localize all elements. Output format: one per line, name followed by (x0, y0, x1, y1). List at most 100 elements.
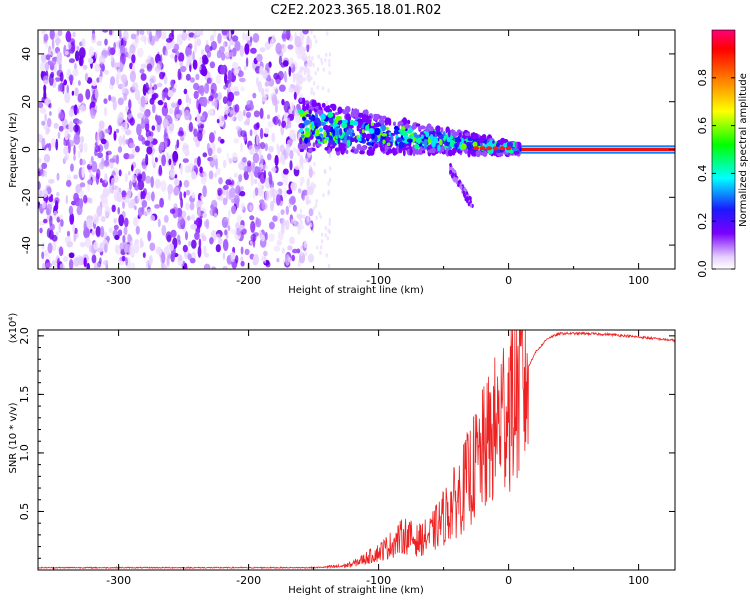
noise-speckle (179, 65, 187, 73)
noise-speckle (200, 65, 207, 71)
noise-speckle (224, 73, 228, 85)
noise-speckle (188, 97, 192, 105)
noise-speckle (301, 165, 304, 170)
noise-speckle (173, 43, 180, 51)
noise-speckle (257, 81, 262, 93)
noise-speckle (220, 65, 226, 75)
noise-speckle (49, 48, 56, 56)
signal-speckle (311, 121, 315, 129)
noise-speckle (177, 98, 182, 106)
noise-speckle (56, 51, 63, 63)
noise-speckle (261, 202, 268, 211)
noise-speckle (136, 123, 142, 136)
noise-speckle (168, 117, 173, 124)
signal-speckle (357, 137, 362, 142)
signal-speckle (299, 148, 304, 153)
tail-speckle (458, 179, 462, 184)
noise-speckle (209, 46, 213, 51)
noise-speckle (255, 122, 259, 129)
noise-speckle (85, 88, 91, 100)
noise-speckle (94, 105, 98, 110)
noise-speckle (312, 91, 316, 96)
noise-speckle (217, 195, 224, 201)
noise-speckle (202, 152, 208, 158)
signal-speckle (350, 149, 355, 153)
noise-speckle (96, 40, 103, 46)
noise-speckle (328, 178, 332, 183)
noise-speckle (191, 239, 197, 249)
noise-speckle (149, 215, 156, 222)
noise-speckle (152, 103, 156, 114)
noise-speckle (203, 263, 211, 269)
noise-speckle (268, 173, 273, 186)
noise-speckle (306, 200, 310, 205)
signal-speckle (308, 116, 315, 120)
tail-speckle (469, 196, 472, 201)
noise-speckle (174, 54, 178, 63)
noise-speckle (79, 241, 86, 248)
signal-speckle (312, 142, 316, 148)
signal-speckle (351, 132, 355, 136)
snr-x-tick-label: -300 (106, 574, 131, 587)
noise-speckle (328, 218, 331, 223)
signal-speckle (382, 139, 386, 144)
signal-speckle (452, 149, 456, 156)
noise-speckle (140, 95, 146, 108)
noise-speckle (328, 58, 331, 64)
noise-speckle (119, 32, 122, 40)
noise-speckle (94, 63, 101, 72)
noise-speckle (146, 146, 153, 155)
figure-title: C2E2.2023.365.18.01.R02 (270, 3, 441, 18)
noise-speckle (309, 256, 312, 261)
noise-speckle (303, 70, 306, 76)
noise-speckle (155, 63, 161, 75)
signal-speckle (368, 128, 375, 134)
signal-speckle (418, 125, 422, 131)
noise-speckle (280, 62, 286, 68)
spectrogram-heatmap (38, 30, 675, 269)
noise-speckle (102, 188, 110, 198)
tail-speckle (455, 177, 459, 182)
noise-speckle (245, 32, 251, 42)
signal-speckle (386, 142, 391, 147)
noise-speckle (229, 109, 236, 121)
noise-speckle (72, 223, 75, 235)
noise-speckle (312, 170, 316, 175)
noise-speckle (96, 168, 101, 180)
noise-speckle (224, 229, 228, 236)
noise-speckle (113, 224, 119, 231)
noise-speckle (239, 77, 246, 83)
noise-speckle (262, 164, 268, 171)
signal-speckle (304, 130, 311, 138)
noise-speckle (250, 47, 257, 54)
noise-speckle (177, 52, 185, 63)
tail-speckle (469, 203, 473, 208)
noise-speckle (140, 63, 147, 69)
signal-speckle (464, 132, 471, 137)
noise-speckle (155, 246, 162, 255)
spectrogram-x-tick-label: -100 (366, 274, 391, 287)
noise-speckle (228, 209, 231, 218)
noise-speckle (217, 136, 222, 142)
noise-speckle (189, 201, 195, 211)
noise-speckle (141, 171, 146, 182)
noise-speckle (222, 96, 228, 104)
noise-speckle (114, 234, 120, 241)
noise-speckle (68, 108, 75, 118)
noise-speckle (161, 224, 167, 236)
noise-speckle (52, 241, 57, 252)
noise-speckle (127, 51, 132, 60)
snr-y-ticks: 0.5 1.0 1.5 2.0 (18, 327, 675, 559)
signal-speckle (340, 122, 348, 129)
signal-peak (473, 146, 480, 151)
noise-speckle (72, 68, 79, 77)
signal-speckle (461, 137, 464, 145)
noise-speckle (108, 30, 113, 36)
noise-speckle (213, 154, 218, 160)
signal-speckle (368, 149, 375, 156)
noise-speckle (107, 46, 112, 56)
signal-speckle (332, 129, 336, 137)
signal-speckle (345, 131, 350, 136)
noise-speckle (41, 242, 45, 250)
noise-speckle (203, 245, 207, 255)
